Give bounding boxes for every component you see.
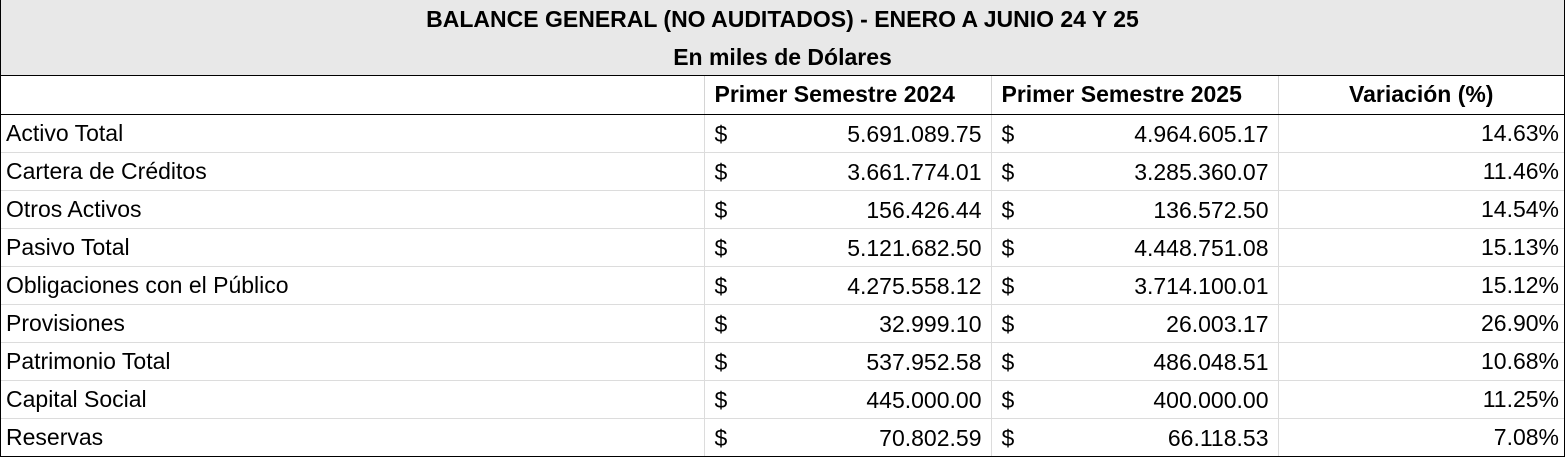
amount-value: 486.048.51 — [1153, 348, 1269, 375]
table-row: Provisiones $32.999.10 $26.003.17 26.90% — [1, 304, 1564, 343]
cell-2025[interactable]: $136.572.50 — [991, 190, 1279, 229]
amount-value: 70.802.59 — [879, 424, 982, 451]
row-label-cell[interactable]: Reservas — [1, 418, 705, 457]
variation-cell[interactable]: 14.54% — [1278, 190, 1564, 229]
amount-value: 5.121.682.50 — [847, 234, 982, 261]
table-row: Obligaciones con el Público $4.275.558.12… — [1, 266, 1564, 305]
variation-cell[interactable]: 15.12% — [1278, 266, 1564, 305]
currency-symbol: $ — [714, 234, 728, 261]
report-subtitle: En miles de Dólares — [673, 44, 892, 70]
amount-value: 445.000.00 — [866, 386, 982, 413]
title-block: BALANCE GENERAL (NO AUDITADOS) - ENERO A… — [1, 0, 1564, 76]
variation-cell[interactable]: 26.90% — [1278, 304, 1564, 343]
currency-symbol: $ — [714, 386, 728, 413]
amount-value: 136.572.50 — [1153, 196, 1269, 223]
currency-symbol: $ — [1001, 348, 1015, 375]
table-row: Capital Social $445.000.00 $400.000.00 11.2… — [1, 380, 1564, 419]
variation-cell[interactable]: 14.63% — [1278, 114, 1564, 153]
cell-2025[interactable]: $4.448.751.08 — [991, 228, 1279, 267]
header-first-semester-2024[interactable]: Primer Semestre 2024 — [704, 76, 992, 115]
cell-2024[interactable]: $4.275.558.12 — [704, 266, 992, 305]
row-label-cell[interactable]: Capital Social — [1, 380, 705, 419]
cell-2025[interactable]: $26.003.17 — [991, 304, 1279, 343]
table-row: Reservas $70.802.59 $66.118.53 7.08% — [1, 418, 1564, 457]
cell-2024[interactable]: $5.691.089.75 — [704, 114, 992, 153]
variation-cell[interactable]: 11.25% — [1278, 380, 1564, 419]
cell-2024[interactable]: $3.661.774.01 — [704, 152, 992, 191]
currency-symbol: $ — [714, 310, 728, 337]
cell-2024[interactable]: $156.426.44 — [704, 190, 992, 229]
table-row: Cartera de Créditos $3.661.774.01 $3.285.3… — [1, 152, 1564, 191]
cell-2024[interactable]: $32.999.10 — [704, 304, 992, 343]
variation-cell[interactable]: 15.13% — [1278, 228, 1564, 267]
amount-value: 4.275.558.12 — [847, 272, 982, 299]
amount-value: 156.426.44 — [866, 196, 982, 223]
amount-value: 3.661.774.01 — [847, 158, 982, 185]
table-row: Patrimonio Total $537.952.58 $486.048.51 10… — [1, 342, 1564, 381]
currency-symbol: $ — [1001, 424, 1015, 451]
cell-2025[interactable]: $66.118.53 — [991, 418, 1279, 457]
currency-symbol: $ — [714, 424, 728, 451]
cell-2025[interactable]: $3.285.360.07 — [991, 152, 1279, 191]
variation-cell[interactable]: 11.46% — [1278, 152, 1564, 191]
currency-symbol: $ — [714, 120, 728, 147]
currency-symbol: $ — [1001, 196, 1015, 223]
row-label-cell[interactable]: Otros Activos — [1, 190, 705, 229]
amount-value: 5.691.089.75 — [847, 120, 982, 147]
table-row: Activo Total $5.691.089.75 $4.964.605.17 14… — [1, 114, 1564, 153]
balance-table: Primer Semestre 2024 Primer Semestre 202… — [1, 76, 1564, 457]
cell-2024[interactable]: $70.802.59 — [704, 418, 992, 457]
amount-value: 400.000.00 — [1153, 386, 1269, 413]
row-label-cell[interactable]: Obligaciones con el Público — [1, 266, 705, 305]
cell-2025[interactable]: $400.000.00 — [991, 380, 1279, 419]
table-body: Activo Total $5.691.089.75 $4.964.605.17 14… — [1, 114, 1564, 457]
cell-2025[interactable]: $486.048.51 — [991, 342, 1279, 381]
currency-symbol: $ — [1001, 158, 1015, 185]
row-label-cell[interactable]: Activo Total — [1, 114, 705, 153]
currency-symbol: $ — [1001, 234, 1015, 261]
amount-value: 537.952.58 — [866, 348, 982, 375]
currency-symbol: $ — [1001, 120, 1015, 147]
amount-value: 3.714.100.01 — [1134, 272, 1269, 299]
table-row: Otros Activos $156.426.44 $136.572.50 14.54… — [1, 190, 1564, 229]
amount-value: 4.964.605.17 — [1134, 120, 1269, 147]
variation-cell[interactable]: 10.68% — [1278, 342, 1564, 381]
row-label-cell[interactable]: Pasivo Total — [1, 228, 705, 267]
header-first-semester-2025[interactable]: Primer Semestre 2025 — [991, 76, 1279, 115]
cell-2024[interactable]: $537.952.58 — [704, 342, 992, 381]
header-row: Primer Semestre 2024 Primer Semestre 202… — [1, 76, 1564, 115]
amount-value: 66.118.53 — [1167, 424, 1269, 451]
header-variation[interactable]: Variación (%) — [1278, 76, 1564, 115]
cell-2024[interactable]: $445.000.00 — [704, 380, 992, 419]
currency-symbol: $ — [1001, 310, 1015, 337]
header-label-cell[interactable] — [1, 76, 705, 115]
row-label-cell[interactable]: Cartera de Créditos — [1, 152, 705, 191]
currency-symbol: $ — [714, 348, 728, 375]
currency-symbol: $ — [1001, 272, 1015, 299]
row-label-cell[interactable]: Provisiones — [1, 304, 705, 343]
amount-value: 4.448.751.08 — [1134, 234, 1269, 261]
currency-symbol: $ — [714, 272, 728, 299]
cell-2024[interactable]: $5.121.682.50 — [704, 228, 992, 267]
variation-cell[interactable]: 7.08% — [1278, 418, 1564, 457]
table-row: Pasivo Total $5.121.682.50 $4.448.751.08 15… — [1, 228, 1564, 267]
currency-symbol: $ — [1001, 386, 1015, 413]
currency-symbol: $ — [714, 196, 728, 223]
amount-value: 3.285.360.07 — [1134, 158, 1269, 185]
report-title: BALANCE GENERAL (NO AUDITADOS) - ENERO A… — [426, 6, 1139, 32]
row-label-cell[interactable]: Patrimonio Total — [1, 342, 705, 381]
amount-value: 32.999.10 — [879, 310, 982, 337]
cell-2025[interactable]: $4.964.605.17 — [991, 114, 1279, 153]
amount-value: 26.003.17 — [1166, 310, 1269, 337]
cell-2025[interactable]: $3.714.100.01 — [991, 266, 1279, 305]
currency-symbol: $ — [714, 158, 728, 185]
